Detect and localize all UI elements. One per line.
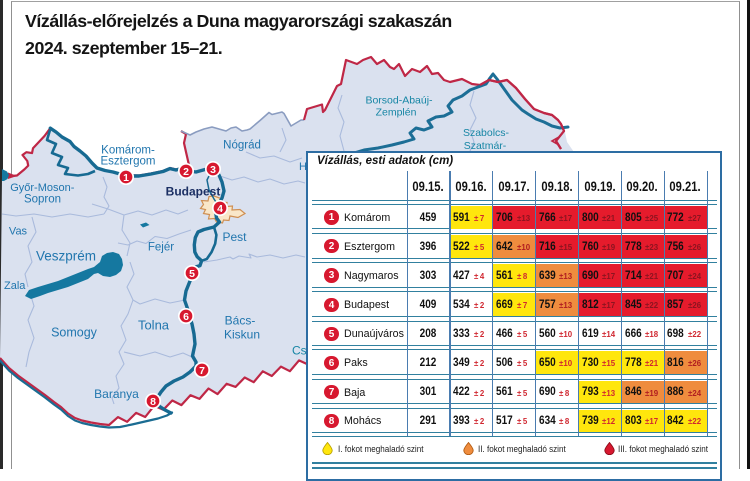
svg-text:3: 3 bbox=[210, 164, 216, 176]
svg-text:6: 6 bbox=[183, 311, 189, 323]
svg-text:Baranya: Baranya bbox=[94, 387, 139, 401]
svg-text:5: 5 bbox=[189, 268, 195, 280]
svg-text:4: 4 bbox=[217, 203, 223, 215]
svg-text:Zala: Zala bbox=[4, 280, 26, 292]
svg-text:Somogy: Somogy bbox=[51, 326, 98, 340]
svg-text:Veszprém: Veszprém bbox=[36, 249, 96, 264]
svg-text:Sopron: Sopron bbox=[24, 193, 61, 205]
svg-text:Nógrád: Nógrád bbox=[223, 140, 261, 152]
svg-text:Cs: Cs bbox=[292, 344, 307, 358]
svg-text:Budapest: Budapest bbox=[166, 185, 221, 199]
svg-text:Szabolcs-: Szabolcs- bbox=[463, 127, 510, 139]
svg-text:Fejér: Fejér bbox=[148, 242, 174, 254]
svg-text:8: 8 bbox=[150, 396, 156, 408]
svg-text:H: H bbox=[299, 161, 307, 173]
svg-text:Győr-Moson-: Győr-Moson- bbox=[10, 182, 75, 194]
svg-text:Tolna: Tolna bbox=[138, 318, 170, 333]
svg-text:1: 1 bbox=[123, 172, 129, 184]
svg-text:Borsod-Abaúj-: Borsod-Abaúj- bbox=[365, 95, 433, 107]
svg-text:Szatmár-: Szatmár- bbox=[464, 140, 507, 152]
svg-text:Esztergom: Esztergom bbox=[101, 156, 156, 168]
svg-text:Bács-: Bács- bbox=[225, 314, 256, 328]
svg-text:Komárom-: Komárom- bbox=[101, 145, 155, 157]
svg-text:2: 2 bbox=[183, 166, 189, 178]
svg-text:Kiskun: Kiskun bbox=[224, 328, 260, 342]
svg-text:Pest: Pest bbox=[222, 230, 247, 244]
svg-text:Vas: Vas bbox=[9, 226, 28, 238]
svg-text:7: 7 bbox=[199, 365, 205, 377]
svg-text:Zemplén: Zemplén bbox=[376, 107, 417, 119]
